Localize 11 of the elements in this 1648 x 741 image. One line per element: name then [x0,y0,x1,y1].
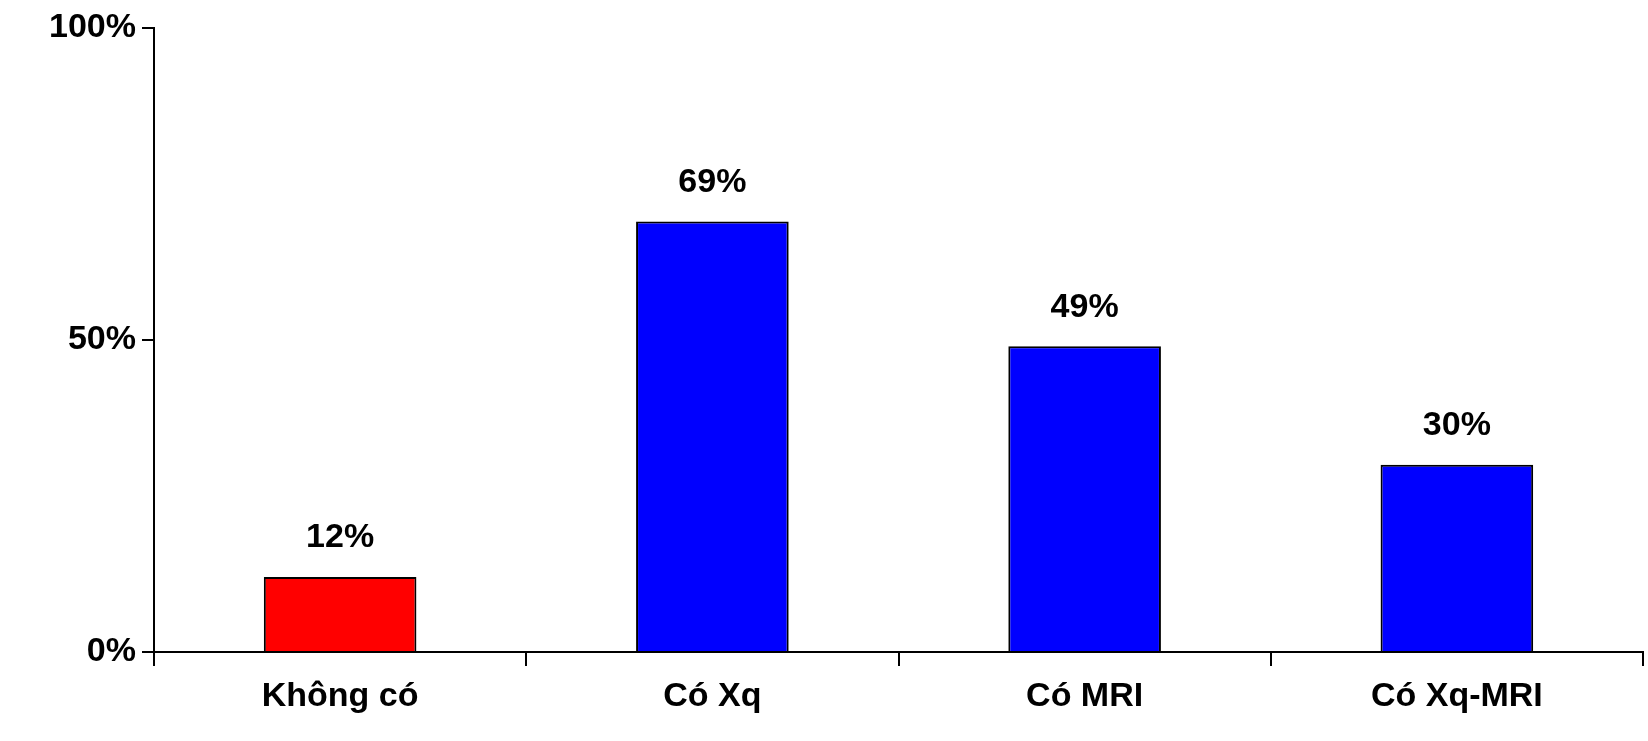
x-tick-label: Không có [261,674,419,713]
y-tick-label: 50% [67,318,136,357]
data-label: 49% [1050,285,1119,324]
data-label: 12% [306,516,375,555]
x-tick-label: Có Xq-MRI [1370,674,1543,713]
y-tick-label: 100% [49,6,136,45]
data-label: 69% [678,160,747,199]
y-tick-label: 0% [86,630,136,669]
data-label: 30% [1422,404,1491,443]
x-tick-label: Có Xq [663,674,762,713]
x-tick-label: Có MRI [1026,674,1144,713]
